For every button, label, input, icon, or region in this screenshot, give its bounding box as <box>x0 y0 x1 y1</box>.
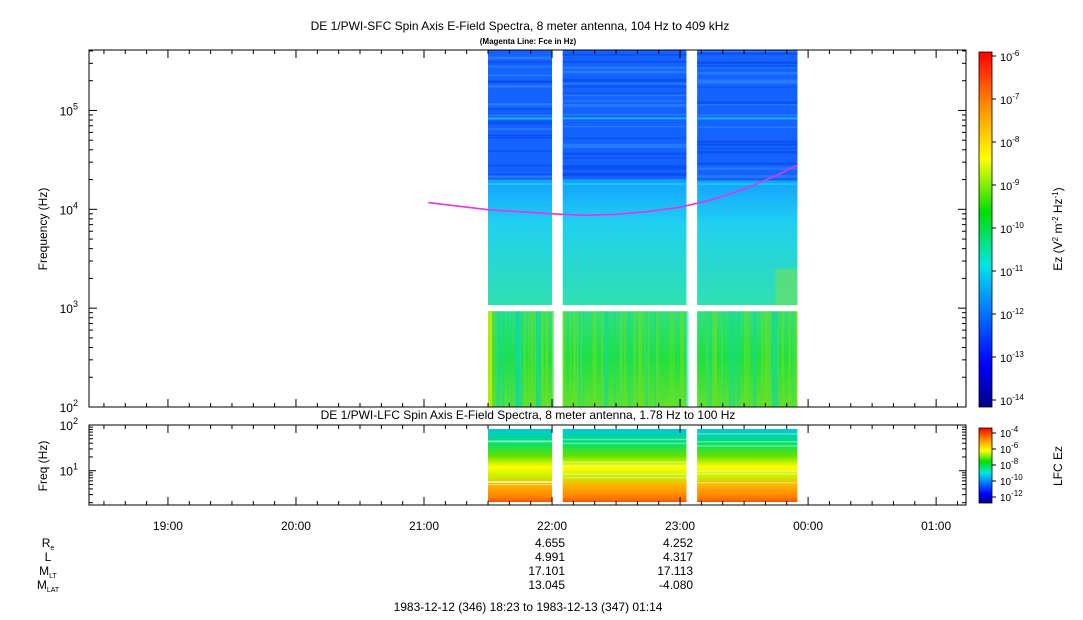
time-axis-labels: 19:00 20:00 21:00 22:00 23:00 00:00 01:00 <box>103 50 958 533</box>
upper-y-tick-label: 102 <box>60 398 78 415</box>
fce-magenta-line <box>428 164 798 217</box>
upper-chart-subtitle: (Magenta Line: Fce in Hz) <box>480 37 577 46</box>
time-tick-label: 21:00 <box>409 519 439 533</box>
ephemeris-row-label: MLAT <box>37 578 60 594</box>
upper-spectrogram-panel: 102 103 104 105 <box>60 49 967 415</box>
lower-y-tick-label: 101 <box>60 462 78 479</box>
ephemeris-value: -4.080 <box>659 578 693 592</box>
upper-colorbar-tick: 10-9 <box>1000 178 1020 193</box>
upper-colorbar-label: Ez (V2 m-2 Hz-1) <box>1051 187 1065 270</box>
upper-colorbar-tick: 10-10 <box>1000 221 1024 236</box>
upper-y-axis-label: Frequency (Hz) <box>36 188 50 271</box>
ephemeris-value: 4.252 <box>663 536 693 550</box>
upper-y-tick-label: 104 <box>60 200 78 217</box>
lower-colorbar-tick: 10-10 <box>1000 473 1023 488</box>
lower-colorbar-tick: 10-6 <box>1000 441 1019 456</box>
time-tick-label: 20:00 <box>281 519 311 533</box>
time-tick-label: 22:00 <box>537 519 567 533</box>
ephemeris-table: Re 4.655 4.252 L 4.991 4.317 MLT 17.101 17.113 ML… <box>37 536 694 594</box>
upper-y-tick-label: 103 <box>60 299 78 316</box>
ephemeris-row-label: MLT <box>39 564 57 580</box>
lower-colorbar-label: LFC Ez <box>1051 446 1065 486</box>
upper-colorbar-tick: 10-11 <box>1000 264 1024 279</box>
ephemeris-value: 4.655 <box>535 536 565 550</box>
lower-y-axis-label: Freq (Hz) <box>36 441 50 492</box>
time-tick-label: 23:00 <box>665 519 695 533</box>
lower-chart-title: DE 1/PWI-LFC Spin Axis E-Field Spectra, … <box>321 408 736 422</box>
upper-data-block <box>488 50 554 407</box>
ephemeris-value: 17.113 <box>657 564 693 578</box>
lower-data-block <box>488 429 553 505</box>
time-range-footer: 1983-12-12 (346) 18:23 to 1983-12-13 (34… <box>394 600 663 614</box>
upper-colorbar: 10-6 10-7 10-8 10-9 10-10 10-11 10-12 10-13 10-1… <box>978 49 1024 408</box>
upper-colorbar-tick: 10-14 <box>1000 393 1024 408</box>
lower-colorbar-tick: 10-12 <box>1000 489 1023 504</box>
ephemeris-value: 17.101 <box>528 564 565 578</box>
ephemeris-value: 4.317 <box>663 550 693 564</box>
upper-colorbar-tick: 10-12 <box>1000 307 1024 322</box>
upper-data-block <box>697 50 798 407</box>
lower-spectrogram-panel: 101 102 <box>60 416 967 506</box>
upper-y-tick-label: 105 <box>60 101 78 118</box>
lower-colorbar-tick: 10-8 <box>1000 457 1019 472</box>
lower-colorbar-tick: 10-4 <box>1000 425 1019 440</box>
ephemeris-value: 13.045 <box>528 578 565 592</box>
upper-colorbar-tick: 10-8 <box>1000 135 1020 150</box>
lower-data-block <box>562 429 687 505</box>
upper-colorbar-tick: 10-6 <box>1000 49 1020 64</box>
upper-chart-title: DE 1/PWI-SFC Spin Axis E-Field Spectra, … <box>311 19 730 33</box>
time-tick-label: 00:00 <box>793 519 823 533</box>
ephemeris-row-label: Re <box>42 536 55 552</box>
lower-y-tick-label: 102 <box>60 416 78 433</box>
time-tick-label: 19:00 <box>153 519 183 533</box>
ephemeris-value: 4.991 <box>535 550 565 564</box>
upper-colorbar-tick: 10-13 <box>1000 350 1024 365</box>
upper-colorbar-tick: 10-7 <box>1000 92 1020 107</box>
lower-data-block <box>697 429 798 505</box>
upper-data-block <box>562 50 689 407</box>
time-tick-label: 01:00 <box>921 519 951 533</box>
ephemeris-row-label: L <box>45 550 52 564</box>
